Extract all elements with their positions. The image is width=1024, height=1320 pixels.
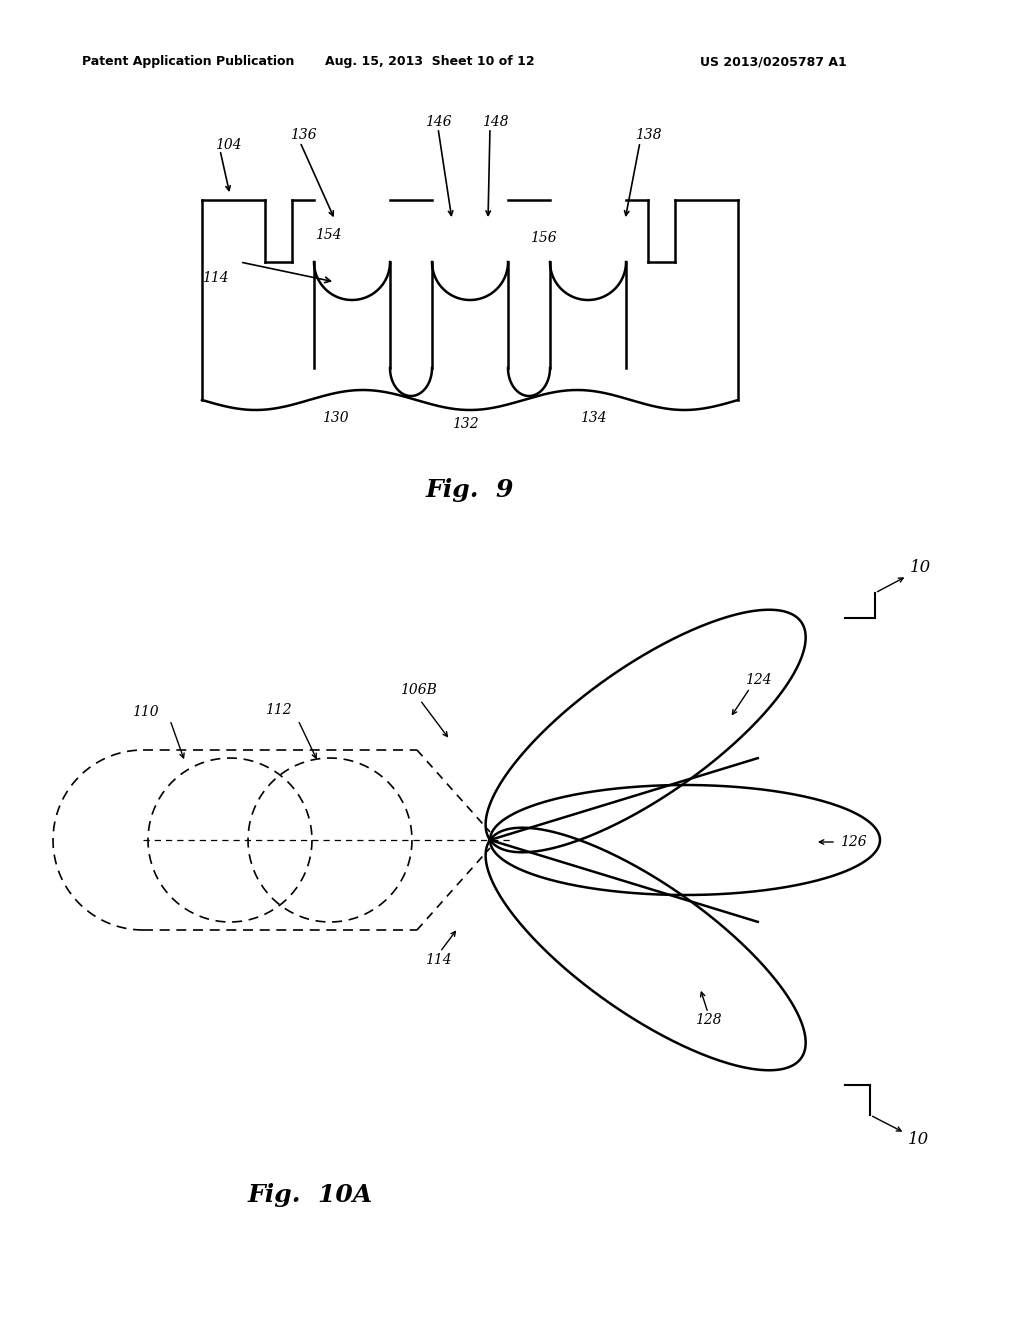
Text: 112: 112 [265,704,292,717]
Text: 114: 114 [202,271,228,285]
Text: 138: 138 [635,128,662,143]
Text: 124: 124 [745,673,772,686]
Text: 146: 146 [425,115,452,129]
Text: 156: 156 [530,231,557,246]
Text: US 2013/0205787 A1: US 2013/0205787 A1 [700,55,847,69]
Text: 130: 130 [322,411,348,425]
Text: 126: 126 [840,836,866,849]
Text: 132: 132 [452,417,478,432]
Text: Fig.  10A: Fig. 10A [248,1183,373,1206]
Text: 110: 110 [132,705,159,719]
Text: Patent Application Publication: Patent Application Publication [82,55,294,69]
Text: 106B: 106B [400,682,437,697]
Text: Aug. 15, 2013  Sheet 10 of 12: Aug. 15, 2013 Sheet 10 of 12 [326,55,535,69]
Text: 104: 104 [215,139,242,152]
Text: 136: 136 [290,128,316,143]
Text: 154: 154 [315,228,342,242]
Text: 114: 114 [425,953,452,968]
Text: Fig.  9: Fig. 9 [426,478,514,502]
Text: 148: 148 [482,115,509,129]
Text: 10: 10 [908,1131,929,1148]
Text: 134: 134 [580,411,606,425]
Text: 128: 128 [695,1012,722,1027]
Text: 10: 10 [910,560,931,577]
